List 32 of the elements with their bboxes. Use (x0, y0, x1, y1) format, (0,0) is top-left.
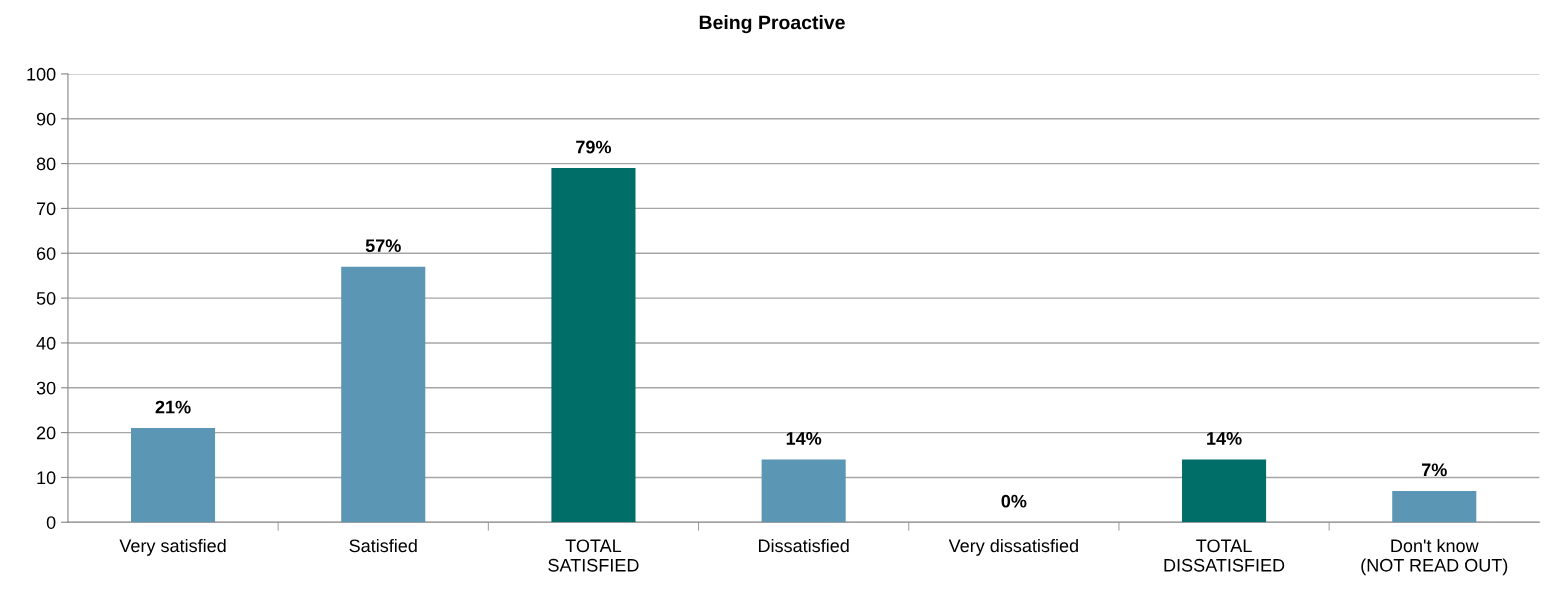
chart-title: Being Proactive (699, 15, 845, 34)
data-label: 14% (786, 432, 822, 445)
y-tick-label: 100 (27, 67, 56, 81)
y-tick-label: 80 (36, 157, 56, 171)
y-tick-label: 20 (36, 426, 56, 440)
x-tick-label: Very dissatisfied (948, 538, 1078, 556)
y-tick-label: 70 (36, 202, 56, 216)
x-tick-label: Satisfied (349, 538, 417, 553)
y-tick-label: 90 (36, 112, 56, 126)
data-label: 7% (1421, 463, 1447, 477)
x-tick-label: Dissatisfied (758, 538, 849, 553)
data-label: 79% (576, 140, 612, 154)
data-label: 14% (1207, 432, 1242, 445)
x-tick-label: TOTAL DISSATISFIED (1164, 539, 1285, 572)
x-tick-label: Don't know (NOT READ OUT) (1361, 538, 1508, 576)
y-tick-label: 30 (36, 381, 56, 395)
y-tick-label: 50 (36, 292, 56, 305)
data-label: 21% (155, 400, 191, 414)
bar (551, 168, 636, 523)
y-tick-label: 40 (36, 336, 56, 350)
x-tick-label: Very satisfied (119, 538, 226, 556)
data-label: 57% (365, 239, 401, 253)
y-tick-label: 0 (46, 516, 56, 529)
bar (761, 459, 846, 523)
bar (341, 266, 426, 523)
bar (131, 428, 216, 523)
bar (1182, 459, 1267, 523)
x-tick-label: TOTAL SATISFIED (548, 539, 639, 572)
bar (1392, 490, 1477, 523)
data-label: 0% (1001, 494, 1027, 508)
y-tick-label: 60 (36, 247, 56, 260)
y-tick-label: 10 (37, 471, 56, 485)
